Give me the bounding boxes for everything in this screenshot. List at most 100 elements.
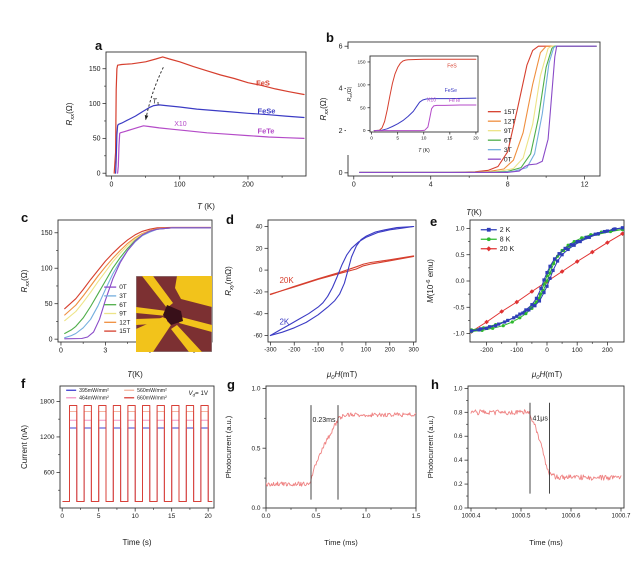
svg-text:Ts: Ts (152, 99, 159, 108)
svg-text:0.5: 0.5 (455, 252, 464, 259)
svg-text:Rxx(Ω): Rxx(Ω) (65, 102, 76, 125)
svg-text:Vd= 1V: Vd= 1V (188, 390, 208, 397)
svg-text:20: 20 (256, 245, 263, 252)
panel-b-field-dependent-transition-chart: 0 5 10 15 20 0 50 100 150 T (K) Rxx(Ω) FeS FeSe X10 Fe… (318, 26, 612, 223)
svg-text:0.0: 0.0 (454, 505, 463, 512)
svg-text:200: 200 (602, 347, 613, 354)
svg-text:15: 15 (168, 513, 176, 520)
svg-text:Rxx(Ω): Rxx(Ω) (347, 86, 353, 101)
panel-letter-e: e (430, 214, 438, 229)
svg-text:150: 150 (41, 230, 53, 237)
svg-text:8: 8 (506, 182, 510, 189)
panel-b-inset-low-temperature-chart: 0 5 10 15 20 0 50 100 150 T (K) Rxx(Ω) FeS FeSe X10 Fe… (346, 49, 486, 160)
svg-text:0.5: 0.5 (311, 513, 320, 520)
svg-text:12: 12 (581, 182, 589, 189)
svg-text:T(K): T(K) (466, 208, 482, 217)
svg-text:0: 0 (545, 347, 549, 354)
panel-letter-f: f (21, 376, 26, 391)
svg-text:560mW/mm²: 560mW/mm² (137, 388, 167, 394)
svg-text:6T: 6T (119, 302, 127, 309)
svg-text:1.0: 1.0 (455, 225, 464, 232)
svg-text:50: 50 (360, 105, 366, 111)
svg-text:0.2: 0.2 (454, 481, 463, 488)
svg-text:-300: -300 (264, 347, 277, 354)
svg-text:0: 0 (259, 267, 263, 274)
svg-text:0.8: 0.8 (454, 409, 463, 416)
svg-text:0T: 0T (119, 284, 127, 291)
svg-text:1200: 1200 (40, 434, 55, 441)
svg-text:150: 150 (357, 59, 365, 65)
svg-text:12T: 12T (504, 118, 516, 125)
svg-text:Time (s): Time (s) (122, 538, 151, 547)
svg-text:μ0H(mT): μ0H(mT) (326, 370, 358, 380)
svg-text:0T: 0T (504, 156, 512, 163)
svg-text:20: 20 (205, 513, 213, 520)
svg-text:FeTe: FeTe (258, 127, 275, 136)
svg-text:5: 5 (396, 135, 399, 141)
svg-text:4: 4 (429, 182, 433, 189)
svg-text:-1.0: -1.0 (453, 331, 465, 338)
svg-text:395mW/mm²: 395mW/mm² (79, 388, 109, 394)
panel-a-resistance-vs-temperature-chart: 0 100 200 0 50 100 150 T (K) Rxx(Ω) FeS FeSe FeTe X1… (62, 40, 320, 217)
svg-text:200: 200 (242, 182, 254, 189)
svg-text:464mW/mm²: 464mW/mm² (79, 395, 109, 401)
svg-text:0: 0 (59, 348, 63, 355)
svg-text:1800: 1800 (40, 398, 55, 405)
panel-letter-d: d (226, 212, 234, 227)
svg-text:-100: -100 (510, 347, 523, 354)
svg-text:0.0: 0.0 (455, 278, 464, 285)
svg-text:100: 100 (357, 82, 365, 88)
svg-text:3T: 3T (119, 293, 127, 300)
svg-text:T (K): T (K) (418, 148, 430, 154)
svg-text:Rxy(mΩ): Rxy(mΩ) (224, 266, 235, 296)
svg-text:600: 600 (44, 470, 55, 477)
svg-text:0.0: 0.0 (251, 505, 260, 512)
svg-text:0: 0 (363, 128, 366, 134)
svg-text:Time (ms): Time (ms) (529, 538, 563, 547)
svg-text:Photocurrent (a.u.): Photocurrent (a.u.) (224, 415, 233, 478)
svg-text:10: 10 (132, 513, 140, 520)
svg-text:X10: X10 (174, 121, 187, 128)
svg-text:Current (nA): Current (nA) (20, 425, 29, 469)
svg-text:2: 2 (339, 128, 343, 135)
svg-text:8 K: 8 K (500, 237, 511, 244)
svg-text:100: 100 (41, 265, 53, 272)
svg-text:41μs: 41μs (533, 416, 549, 423)
svg-text:0: 0 (97, 170, 101, 177)
svg-text:FeS: FeS (447, 63, 457, 69)
svg-text:0: 0 (340, 347, 344, 354)
panel-e-magnetization-hysteresis-chart: -200 -100 0 100 200 -1.0 -0.5 0.0 0.5 1.0 μ0H(mT) M… (424, 210, 632, 385)
svg-text:μ0H(mT): μ0H(mT) (531, 370, 563, 380)
svg-text:Rxx(Ω): Rxx(Ω) (20, 269, 31, 292)
svg-text:6: 6 (339, 43, 343, 50)
svg-text:2 K: 2 K (500, 227, 511, 234)
device-micrograph-inset (136, 276, 212, 352)
svg-text:12T: 12T (119, 319, 130, 326)
svg-text:0: 0 (352, 182, 356, 189)
svg-text:M(10-6 emu): M(10-6 emu) (426, 259, 435, 303)
svg-text:X10: X10 (427, 97, 436, 103)
svg-text:1000.7: 1000.7 (612, 513, 631, 520)
svg-text:Time (ms): Time (ms) (324, 538, 358, 547)
svg-text:Rxx(Ω): Rxx(Ω) (319, 97, 330, 120)
svg-text:15T: 15T (119, 328, 130, 335)
svg-text:100: 100 (174, 182, 186, 189)
svg-text:660mW/mm²: 660mW/mm² (137, 395, 167, 401)
panel-h-fall-time-chart: 1000.4 1000.5 1000.6 1000.7 0.0 0.2 0.4 0.6 0.8 1… (424, 376, 632, 553)
svg-text:0.6: 0.6 (454, 433, 463, 440)
gold-electrodes (136, 276, 212, 352)
panel-letter-g: g (227, 377, 235, 392)
svg-text:150: 150 (89, 66, 101, 73)
svg-text:5: 5 (97, 513, 101, 520)
svg-text:3: 3 (103, 348, 107, 355)
svg-text:200: 200 (385, 347, 396, 354)
panel-f-photoresponse-pulses-chart: 0 5 10 15 20 600 1200 1800 Time (s) Current (nA) V… (18, 376, 222, 553)
svg-text:0.23ms: 0.23ms (313, 417, 336, 424)
panel-letter-h: h (431, 377, 439, 392)
svg-text:1000.6: 1000.6 (562, 513, 581, 520)
svg-text:-200: -200 (288, 347, 301, 354)
svg-text:100: 100 (572, 347, 583, 354)
svg-text:300: 300 (408, 347, 419, 354)
svg-text:15: 15 (447, 135, 453, 141)
